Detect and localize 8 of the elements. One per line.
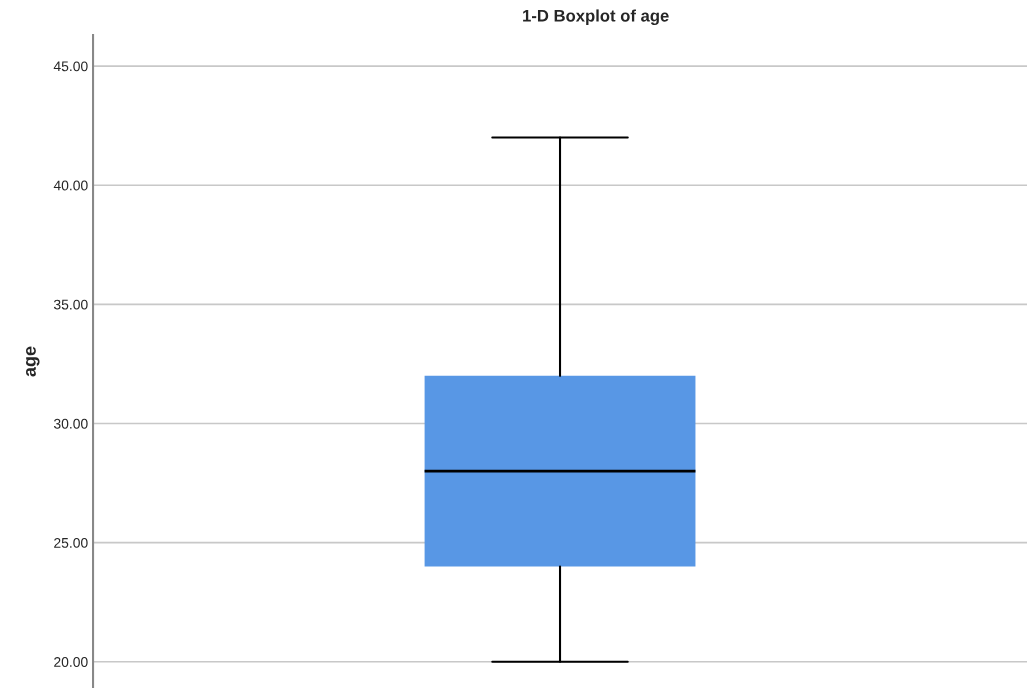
y-tick-label: 30.00 — [53, 418, 88, 429]
y-tick-label: 20.00 — [54, 657, 88, 667]
y-tick-label: 40.00 — [53, 180, 88, 191]
chart-title: 1-D Boxplot of age — [523, 9, 669, 25]
y-tick-label: 35.00 — [53, 299, 88, 310]
y-tick-label: 45.00 — [53, 61, 88, 72]
y-tick-label: 25.00 — [54, 537, 88, 548]
y-axis-title: age — [25, 346, 40, 377]
